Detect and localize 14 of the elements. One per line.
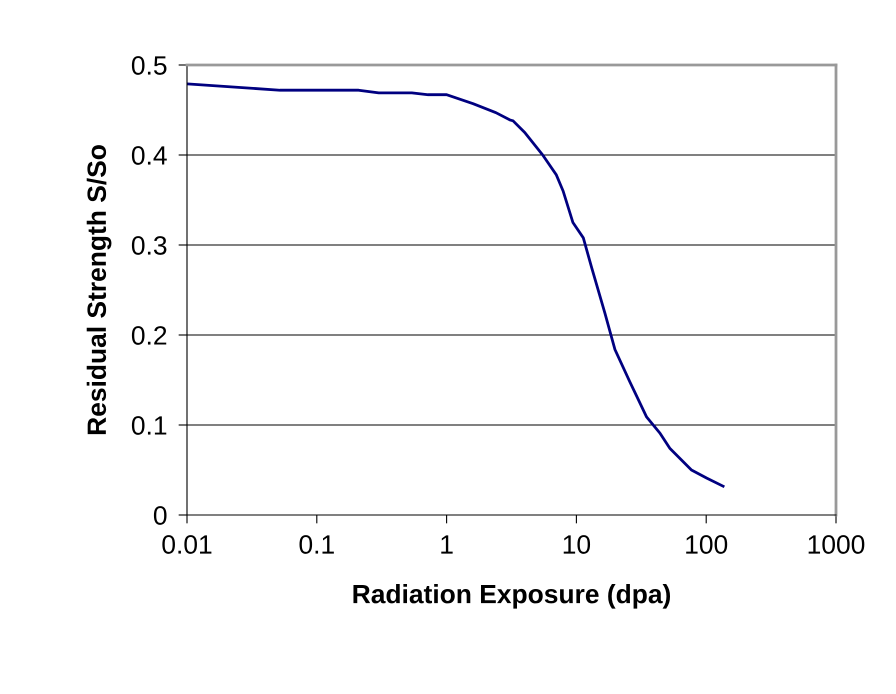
y-tick-label: 0.4 (132, 146, 167, 165)
y-tick-label: 0.3 (132, 236, 166, 255)
y-tick-label: 0 (154, 506, 167, 525)
y-tick-label: 0.5 (132, 56, 166, 75)
x-axis-title: Radiation Exposure (dpa) (353, 584, 670, 609)
x-tick-label: 1 (441, 535, 453, 554)
x-tick-label: 0.01 (162, 535, 212, 554)
x-tick-label: 100 (686, 535, 728, 554)
y-axis-title: Residual Strength S/So (86, 145, 112, 434)
y-tick-label: 0.1 (132, 416, 166, 435)
x-tick-label: 1000 (808, 535, 864, 554)
x-tick-label: 0.1 (299, 535, 334, 554)
y-tick-label: 0.2 (132, 326, 166, 345)
x-tick-label: 10 (564, 535, 590, 554)
